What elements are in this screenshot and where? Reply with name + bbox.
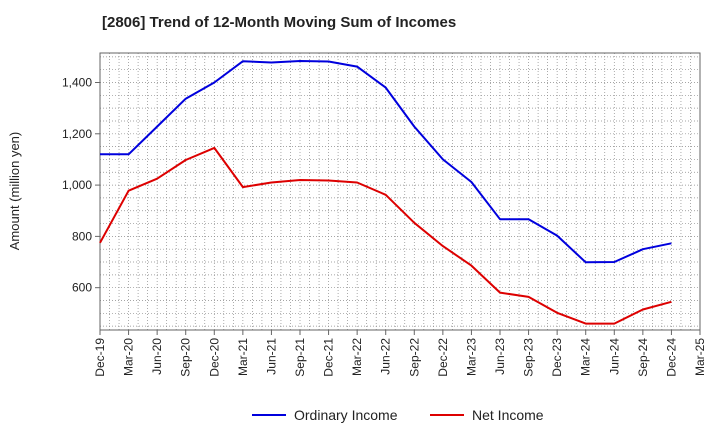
y-tick-label: 800 (72, 229, 92, 243)
x-tick-label: Dec-24 (664, 338, 678, 377)
y-tick-label: 1,400 (62, 75, 92, 89)
legend: Ordinary Income Net Income (252, 407, 544, 423)
x-tick-label: Jun-22 (379, 338, 393, 375)
legend-entry: Ordinary Income (294, 407, 398, 423)
y-axis-label: Amount (million yen) (7, 132, 22, 251)
chart-title: [2806] Trend of 12-Month Moving Sum of I… (102, 14, 457, 31)
y-tick-label: 1,200 (62, 127, 92, 141)
x-tick-label: Mar-21 (236, 338, 250, 376)
series-line (100, 60, 672, 264)
x-tick-label: Mar-22 (350, 338, 364, 376)
y-tick-label: 600 (72, 281, 92, 295)
x-tick-label: Sep-23 (522, 338, 536, 377)
x-tick-labels: Dec-19 Mar-20 Jun-20 Sep-20 Dec-20 Mar-21 Jun-… (93, 330, 707, 377)
x-tick-label: Mar-20 (122, 338, 136, 376)
x-tick-label: Jun-23 (493, 338, 507, 375)
y-tick-labels: 600 800 1,000 1,200 1,400 (62, 75, 100, 295)
x-tick-label: Dec-21 (322, 338, 336, 377)
plot-frame (99, 52, 701, 331)
x-tick-label: Dec-19 (93, 338, 107, 377)
x-tick-label: Jun-21 (264, 338, 278, 375)
x-tick-label: Sep-22 (407, 338, 421, 377)
x-tick-label: Mar-24 (579, 338, 593, 376)
x-tick-label: Dec-23 (550, 338, 564, 377)
x-tick-label: Mar-25 (693, 338, 707, 376)
x-tick-label: Sep-20 (179, 338, 193, 377)
y-tick-label: 1,000 (62, 178, 92, 192)
x-tick-label: Dec-22 (436, 338, 450, 377)
series-layer (99, 60, 672, 325)
x-tick-label: Jun-20 (150, 338, 164, 375)
x-tick-label: Mar-23 (464, 338, 478, 376)
x-tick-label: Sep-21 (293, 338, 307, 377)
x-tick-label: Dec-20 (207, 338, 221, 377)
x-tick-label: Jun-24 (607, 338, 621, 375)
grid-layer (100, 53, 700, 330)
legend-entry: Net Income (472, 407, 544, 423)
series-line (99, 146, 672, 325)
x-tick-label: Sep-24 (636, 338, 650, 377)
